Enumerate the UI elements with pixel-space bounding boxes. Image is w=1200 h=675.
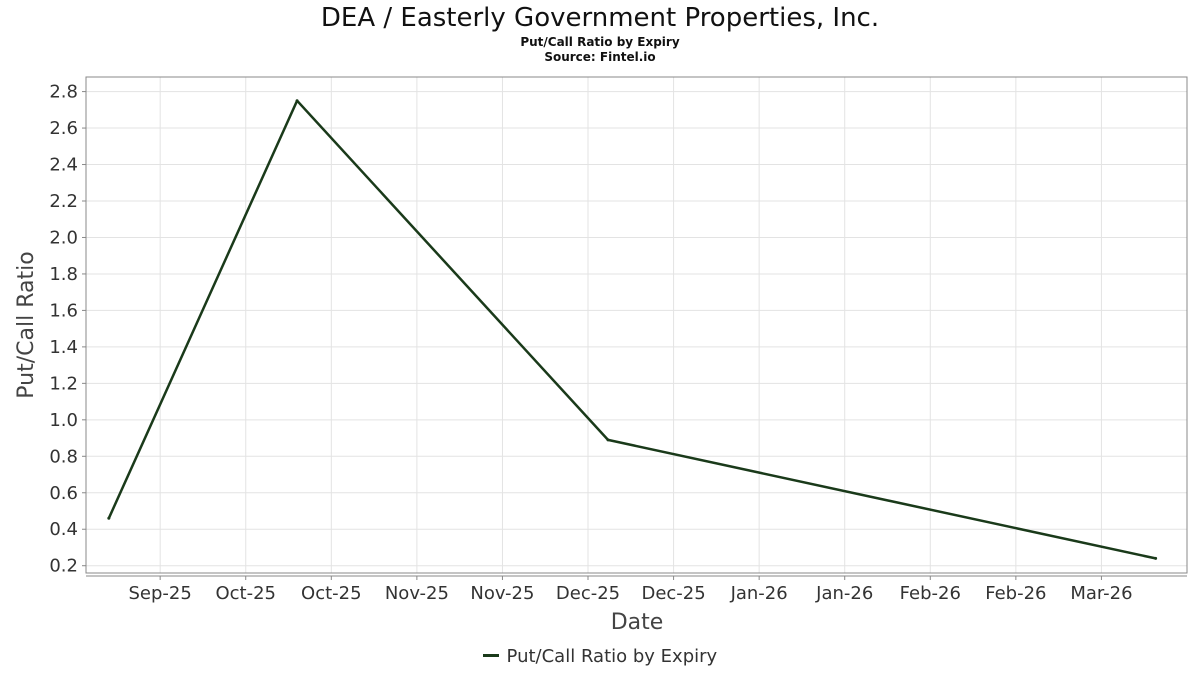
x-tick-label: Mar-26 bbox=[1070, 583, 1132, 604]
y-tick-label: 1.0 bbox=[49, 410, 78, 431]
chart-title: DEA / Easterly Government Properties, In… bbox=[320, 3, 880, 33]
y-tick-label: 1.6 bbox=[49, 300, 78, 321]
x-tick-label: Nov-25 bbox=[470, 583, 534, 604]
x-tick-label: Oct-25 bbox=[301, 583, 362, 604]
title-block: DEA / Easterly Government Properties, In… bbox=[0, 0, 1200, 65]
x-tick-label: Jan-26 bbox=[815, 583, 873, 604]
plot-frame bbox=[85, 76, 1188, 574]
x-tick-label: Feb-26 bbox=[900, 583, 961, 604]
legend-label: Put/Call Ratio by Expiry bbox=[506, 646, 718, 667]
chart-source: Source: Fintel.io bbox=[544, 50, 656, 64]
y-tick-label: 2.4 bbox=[49, 155, 78, 176]
y-tick-label: 1.2 bbox=[49, 373, 78, 394]
y-tick-label: 0.2 bbox=[49, 556, 78, 577]
data-point bbox=[1154, 556, 1158, 560]
data-point bbox=[107, 516, 111, 520]
y-tick-label: 0.4 bbox=[49, 519, 78, 540]
x-tick-label: Jan-26 bbox=[730, 583, 788, 604]
y-tick-label: 2.0 bbox=[49, 227, 78, 248]
y-tick-label: 0.8 bbox=[49, 446, 78, 467]
legend-swatch bbox=[482, 653, 499, 657]
x-tick-label: Feb-26 bbox=[985, 583, 1046, 604]
grid-layer bbox=[86, 77, 1187, 573]
series-line bbox=[107, 99, 1156, 560]
data-point bbox=[606, 438, 610, 442]
x-tick-label: Dec-25 bbox=[556, 583, 620, 604]
y-tick-label: 2.2 bbox=[49, 191, 78, 212]
series-layer bbox=[107, 99, 1158, 560]
x-axis-ticks: Sep-25 Oct-25 Oct-25 Nov-25 Nov-25 Dec-25 Dec-… bbox=[128, 576, 1133, 604]
y-tick-label: 1.8 bbox=[49, 264, 78, 285]
x-tick-label: Oct-25 bbox=[215, 583, 276, 604]
x-axis-title: Date bbox=[611, 610, 664, 635]
y-axis-title: Put/Call Ratio bbox=[14, 251, 39, 398]
x-tick-label: Nov-25 bbox=[385, 583, 449, 604]
y-tick-label: 0.6 bbox=[49, 483, 78, 504]
y-tick-label: 1.4 bbox=[49, 337, 78, 358]
y-tick-label: 2.8 bbox=[49, 82, 78, 103]
data-point bbox=[295, 99, 299, 103]
x-tick-label: Dec-25 bbox=[641, 583, 705, 604]
x-tick-label: Sep-25 bbox=[128, 583, 191, 604]
chart-subtitle: Put/Call Ratio by Expiry bbox=[520, 35, 680, 49]
y-tick-label: 2.6 bbox=[49, 118, 78, 139]
y-axis-ticks: 0.2 0.4 0.6 0.8 1.0 1.2 1.4 1.6 1.8 2.0 2.2 2.4 2.6 2… bbox=[49, 82, 86, 577]
legend: Put/Call Ratio by Expiry bbox=[0, 646, 1200, 667]
